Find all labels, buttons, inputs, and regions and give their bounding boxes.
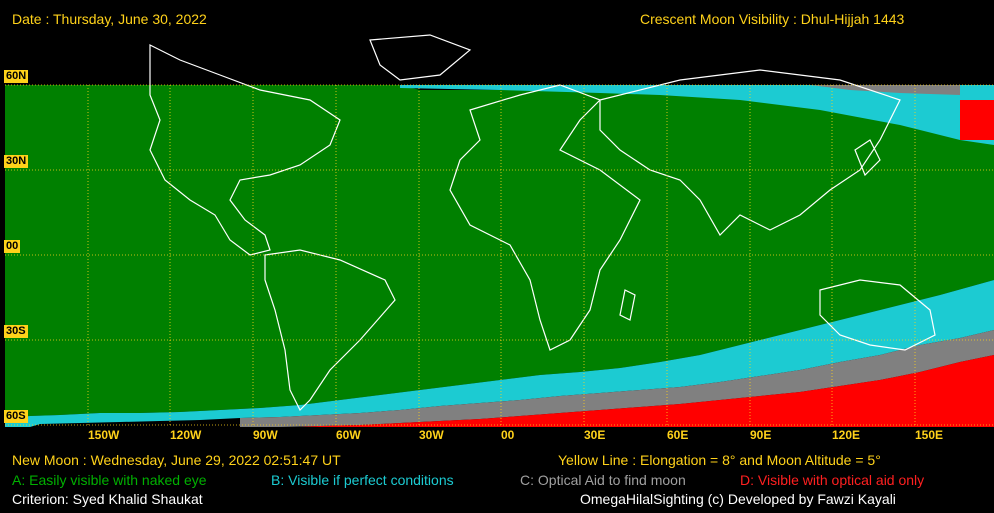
lat-label-30s: 30S bbox=[4, 325, 28, 338]
lon-label-30e: 30E bbox=[584, 428, 606, 442]
credit-label: OmegaHilalSighting (c) Developed by Fawz… bbox=[580, 491, 896, 507]
europe-africa-coast bbox=[449, 84, 641, 351]
lat-label-00: 00 bbox=[4, 240, 21, 253]
zone-c-region-south bbox=[240, 330, 994, 427]
legend-c: C: Optical Aid to find moon bbox=[520, 472, 686, 488]
asia-coast bbox=[599, 69, 901, 236]
legend-b: B: Visible if perfect conditions bbox=[271, 472, 454, 488]
lon-label-90e: 90E bbox=[750, 428, 772, 442]
coastlines bbox=[149, 34, 936, 412]
japan-coast bbox=[854, 139, 881, 177]
zone-c-region bbox=[810, 85, 994, 95]
lon-label-120w: 120W bbox=[170, 428, 202, 442]
lon-label-00: 00 bbox=[501, 428, 515, 442]
north-america-coast bbox=[149, 44, 341, 256]
zone-d-strip bbox=[960, 100, 994, 140]
lat-label-30n: 30N bbox=[4, 155, 29, 168]
lon-label-60w: 60W bbox=[336, 428, 361, 442]
yellow-line-info: Yellow Line : Elongation = 8° and Moon A… bbox=[558, 452, 881, 468]
zone-b-region-south bbox=[5, 280, 994, 427]
lon-label-60e: 60E bbox=[667, 428, 689, 442]
south-america-coast bbox=[264, 249, 396, 412]
map-title: Crescent Moon Visibility : Dhul-Hijjah 1… bbox=[640, 11, 905, 27]
graticule bbox=[5, 84, 994, 427]
criterion-label: Criterion: Syed Khalid Shaukat bbox=[12, 491, 203, 507]
zone-b-region bbox=[400, 85, 994, 145]
date-label: Date : Thursday, June 30, 2022 bbox=[12, 11, 207, 27]
lon-label-120e: 120E bbox=[832, 428, 861, 442]
zone-d-region bbox=[300, 355, 994, 427]
greenland-coast bbox=[369, 34, 472, 81]
lon-label-90w: 90W bbox=[253, 428, 278, 442]
new-moon-info: New Moon : Wednesday, June 29, 2022 02:5… bbox=[12, 452, 341, 468]
legend-a: A: Easily visible with naked eye bbox=[12, 472, 207, 488]
lon-label-150w: 150W bbox=[88, 428, 120, 442]
madagascar-coast bbox=[619, 289, 636, 321]
lon-label-30w: 30W bbox=[419, 428, 444, 442]
lon-label-150e: 150E bbox=[915, 428, 944, 442]
legend-d: D: Visible with optical aid only bbox=[740, 472, 925, 488]
zone-a-region bbox=[5, 85, 994, 418]
lat-label-60n: 60N bbox=[4, 70, 29, 83]
lat-label-60s: 60S bbox=[4, 410, 28, 423]
australia-coast bbox=[819, 279, 936, 351]
